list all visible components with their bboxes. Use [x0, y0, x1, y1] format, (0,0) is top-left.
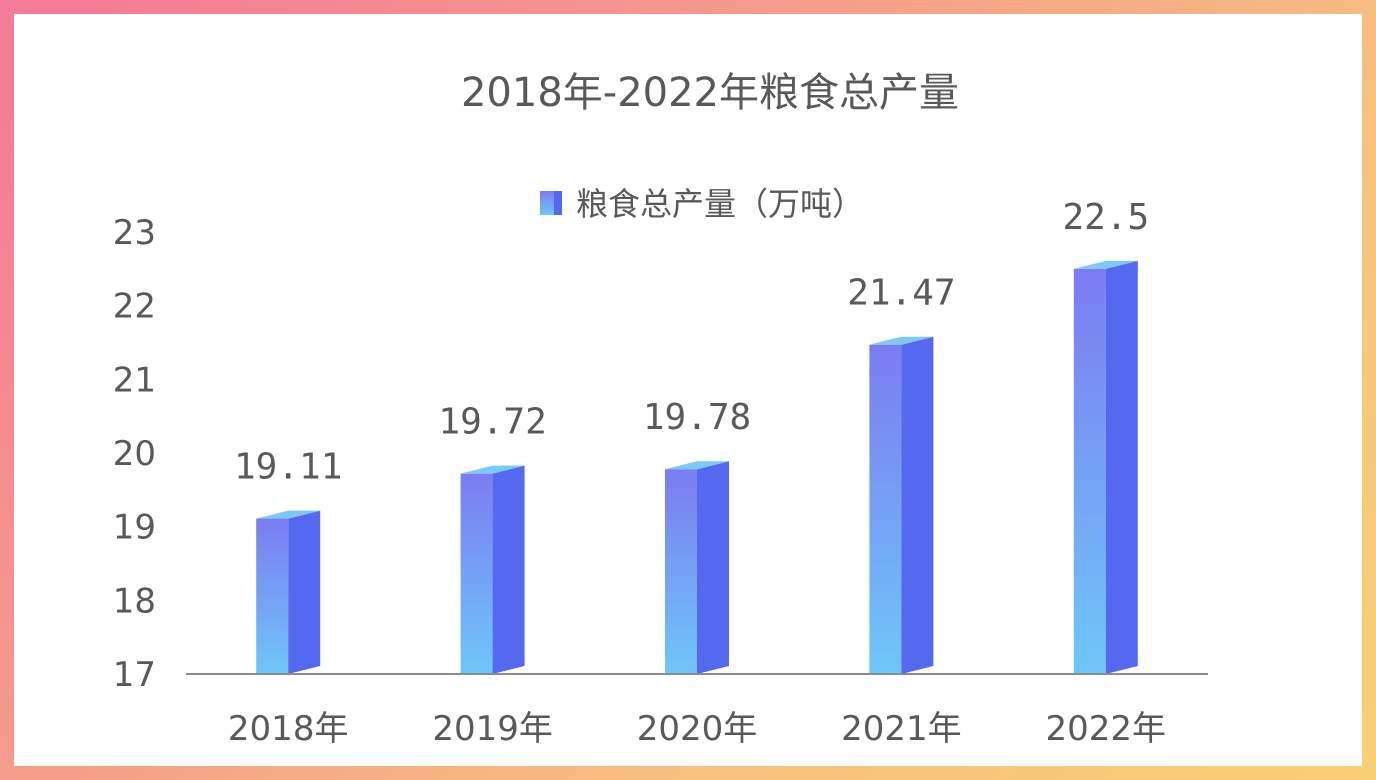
bar: 22.5: [1062, 197, 1149, 674]
bar-side: [1105, 260, 1138, 674]
y-tick-label: 22: [113, 287, 156, 327]
data-label: 21.47: [847, 273, 955, 314]
bar-front: [665, 469, 697, 674]
y-tick-label: 19: [113, 508, 156, 548]
y-tick-label: 23: [113, 213, 156, 253]
bar-top: [460, 465, 525, 474]
data-label: 19.72: [438, 402, 546, 443]
bars: 19.11 19.72 19.78 21.47 22.5: [234, 197, 1149, 674]
bar-side: [697, 461, 729, 674]
bar: 19.78: [643, 397, 751, 674]
bar-top: [869, 336, 934, 345]
x-tick-label: 2018年: [228, 709, 349, 749]
bar-front: [1073, 268, 1106, 674]
legend: 粮食总产量（万吨）: [540, 185, 864, 223]
bar: 19.72: [438, 402, 547, 674]
bar-side: [901, 336, 934, 674]
bar-front: [460, 473, 493, 674]
bar-chart: 2018年-2022年粮食总产量 粮食总产量（万吨） 17 18 19 20 21 22 2…: [113, 70, 1208, 749]
x-tick-label: 2021年: [841, 709, 962, 749]
y-axis: 17 18 19 20 21 22 23: [113, 213, 156, 695]
bar: 21.47: [847, 273, 956, 674]
data-label: 22.5: [1062, 197, 1149, 238]
bar: 19.11: [234, 447, 342, 674]
bar-front: [869, 344, 902, 674]
bar-side: [288, 510, 321, 674]
legend-swatch: [540, 191, 554, 215]
x-tick-label: 2022年: [1046, 709, 1167, 749]
chart-canvas: 2018年-2022年粮食总产量 粮食总产量（万吨） 17 18 19 20 21 22 2…: [14, 14, 1362, 766]
legend-swatch-side: [554, 191, 562, 215]
y-tick-label: 21: [113, 360, 156, 400]
bar-side: [492, 465, 525, 674]
bar-top: [665, 461, 729, 470]
x-axis: 2018年 2019年 2020年 2021年 2022年: [186, 673, 1208, 749]
data-label: 19.11: [234, 447, 342, 488]
y-tick-label: 17: [113, 655, 156, 695]
x-tick-label: 2020年: [637, 709, 758, 749]
chart-title: 2018年-2022年粮食总产量: [461, 70, 959, 116]
y-tick-label: 18: [113, 581, 156, 621]
bar-top: [1073, 260, 1138, 269]
bar-top: [256, 510, 321, 519]
x-tick-label: 2019年: [432, 709, 553, 749]
y-tick-label: 20: [113, 434, 156, 474]
bar-front: [256, 518, 289, 674]
legend-label: 粮食总产量（万吨）: [576, 185, 864, 223]
data-label: 19.78: [643, 397, 751, 438]
